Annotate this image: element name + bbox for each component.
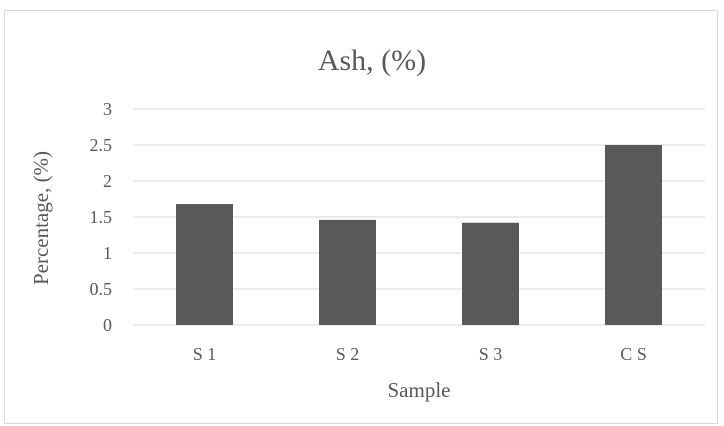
x-tick-label: C S bbox=[620, 344, 647, 364]
y-tick-label: 1 bbox=[103, 243, 112, 263]
y-tick-label: 2 bbox=[103, 171, 112, 191]
x-tick-label: S 2 bbox=[336, 344, 360, 364]
x-tick-label: S 1 bbox=[193, 344, 217, 364]
bar-s-2 bbox=[319, 219, 376, 325]
y-tick-label: 3 bbox=[103, 99, 112, 119]
y-tick-label: 0.5 bbox=[90, 279, 113, 299]
x-tick-label: S 3 bbox=[479, 344, 503, 364]
y-tick-label: 1.5 bbox=[90, 207, 113, 227]
y-axis-ticks: 0 0.5 1 1.5 2 2.5 3 bbox=[90, 99, 113, 335]
x-axis-label: Sample bbox=[388, 378, 451, 402]
y-tick-label: 0 bbox=[103, 315, 112, 335]
bar-c-s bbox=[605, 145, 662, 325]
bar-s-3 bbox=[462, 222, 519, 325]
x-axis-ticks: S 1 S 2 S 3 C S bbox=[193, 344, 647, 364]
y-tick-label: 2.5 bbox=[90, 135, 113, 155]
chart-title: Ash, (%) bbox=[318, 44, 426, 77]
bars bbox=[176, 145, 662, 325]
bar-s-1 bbox=[176, 204, 233, 325]
y-axis-label: Percentage, (%) bbox=[29, 151, 53, 285]
